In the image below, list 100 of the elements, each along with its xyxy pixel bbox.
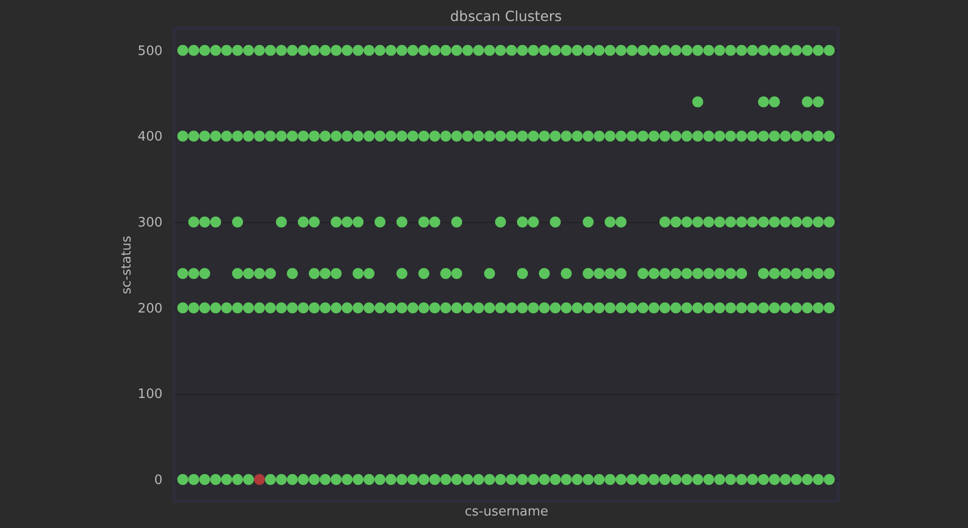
point [626, 302, 638, 314]
point [342, 130, 353, 142]
point [484, 302, 496, 314]
point [812, 130, 824, 142]
point [374, 302, 386, 314]
point [736, 268, 748, 279]
point [418, 44, 430, 56]
point [714, 44, 726, 56]
point [451, 474, 462, 486]
point [396, 130, 408, 142]
y-axis-title: sc-status [120, 235, 135, 294]
point [232, 268, 244, 279]
point [330, 474, 342, 486]
point [812, 44, 824, 56]
point [582, 44, 594, 56]
point [385, 130, 396, 142]
point [276, 302, 287, 314]
point [188, 268, 200, 279]
point [221, 302, 232, 314]
point [758, 474, 769, 486]
point [495, 216, 506, 228]
point [528, 302, 539, 314]
point [308, 268, 320, 279]
point [670, 44, 682, 56]
point [538, 474, 550, 486]
point [594, 268, 605, 279]
point [374, 130, 386, 142]
point [429, 216, 440, 228]
point [670, 130, 682, 142]
point [308, 44, 320, 56]
point [528, 216, 539, 228]
point [199, 302, 210, 314]
point [495, 302, 506, 314]
point [308, 302, 320, 314]
point [812, 96, 824, 108]
point [758, 44, 769, 56]
point [352, 130, 364, 142]
point [560, 44, 572, 56]
point [298, 44, 309, 56]
point [560, 474, 572, 486]
point [364, 44, 375, 56]
point [298, 474, 309, 486]
point [616, 130, 627, 142]
point [473, 130, 484, 142]
point [243, 130, 254, 142]
point [210, 44, 222, 56]
point [276, 216, 287, 228]
point [177, 302, 188, 314]
point [516, 216, 528, 228]
point [626, 474, 638, 486]
point [681, 44, 692, 56]
point [506, 44, 517, 56]
point [330, 268, 342, 279]
point [276, 474, 287, 486]
point [736, 44, 748, 56]
point [418, 216, 430, 228]
point [484, 268, 496, 279]
point [747, 302, 758, 314]
point [692, 216, 704, 228]
point [330, 302, 342, 314]
point [462, 130, 474, 142]
point [374, 216, 386, 228]
point [286, 302, 298, 314]
point [199, 474, 210, 486]
point [736, 216, 748, 228]
point [484, 130, 496, 142]
point [648, 44, 660, 56]
point [802, 474, 813, 486]
point [802, 96, 813, 108]
point [681, 474, 692, 486]
point [516, 44, 528, 56]
point [616, 268, 627, 279]
point [703, 216, 714, 228]
point [768, 216, 780, 228]
point [604, 302, 616, 314]
point [320, 302, 331, 314]
point [330, 44, 342, 56]
point [747, 474, 758, 486]
point [221, 474, 232, 486]
point [703, 130, 714, 142]
point [451, 268, 462, 279]
point [462, 474, 474, 486]
point [342, 44, 353, 56]
point [308, 474, 320, 486]
point [298, 130, 309, 142]
point [550, 474, 561, 486]
point [221, 130, 232, 142]
point [582, 130, 594, 142]
point [188, 130, 200, 142]
point [396, 302, 408, 314]
point [440, 268, 452, 279]
point [572, 474, 583, 486]
point [790, 44, 802, 56]
y-tick-label: 200 [138, 301, 162, 316]
point [254, 268, 265, 279]
point [177, 268, 188, 279]
point [188, 474, 200, 486]
point [330, 216, 342, 228]
point [768, 96, 780, 108]
point [604, 130, 616, 142]
